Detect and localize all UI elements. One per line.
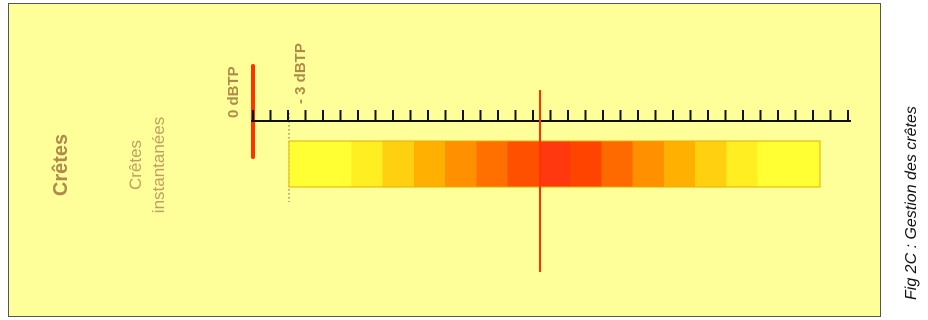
subtitle-label-line2: instantanées — [149, 117, 168, 213]
scale-axis — [251, 110, 851, 122]
figure-caption: Fig 2C : Gestion des crêtes — [903, 106, 920, 300]
scale-ticks — [252, 110, 849, 121]
minus3-dbtp-label: - 3 dBTP — [292, 43, 309, 104]
subtitle-label-line1: Crêtes — [126, 140, 145, 190]
peak-level-bar — [288, 140, 821, 188]
zero-dbtp-label: 0 dBTP — [225, 66, 242, 118]
title-label: Crêtes — [50, 134, 72, 196]
